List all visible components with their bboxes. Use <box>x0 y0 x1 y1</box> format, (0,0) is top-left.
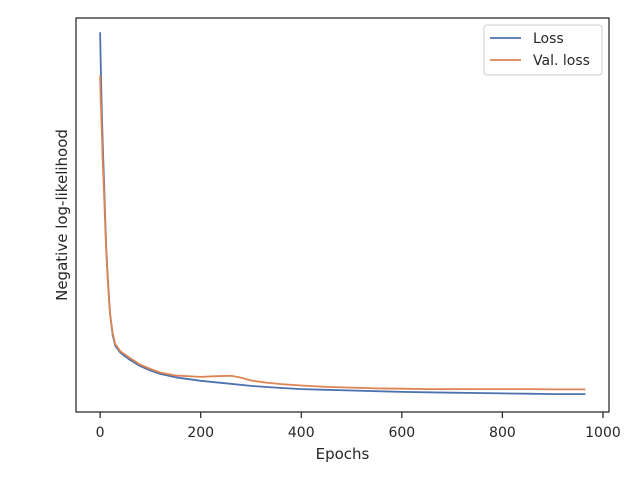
x-tick-label: 200 <box>187 425 214 441</box>
x-tick-label: 800 <box>489 425 516 441</box>
x-tick-label: 600 <box>388 425 415 441</box>
series-line-val-loss <box>99 75 586 391</box>
x-tick-label: 0 <box>96 425 105 441</box>
series-lines <box>99 32 586 396</box>
legend: Loss Val. loss <box>483 24 603 76</box>
y-axis-label: Negative log-likelihood <box>53 129 71 301</box>
x-tick-label: 1000 <box>585 425 621 441</box>
x-tick-label: 400 <box>288 425 315 441</box>
legend-label-loss: Loss <box>533 31 564 47</box>
x-axis-label: Epochs <box>316 445 370 463</box>
x-axis-ticks: 0 200 400 600 800 1000 <box>96 412 621 441</box>
legend-label-val-loss: Val. loss <box>533 53 590 69</box>
plot-area <box>75 17 610 413</box>
